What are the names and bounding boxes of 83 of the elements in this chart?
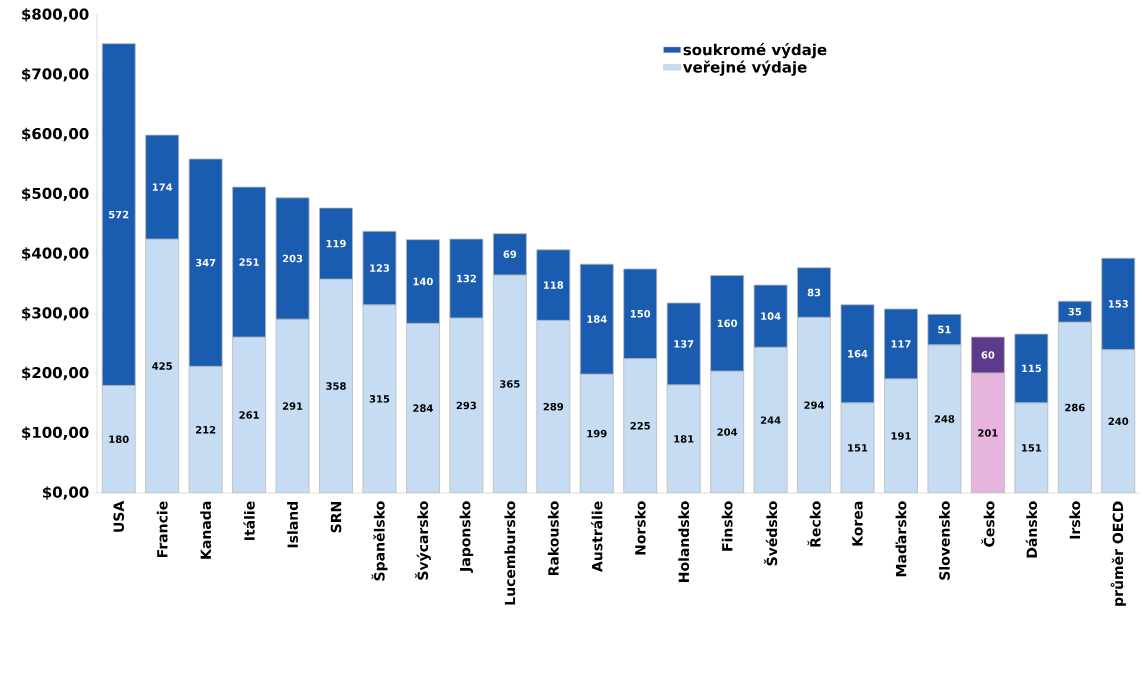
legend-label: soukromé výdaje	[683, 43, 827, 59]
x-tick-label: Rakousko	[547, 501, 559, 576]
y-tick-label: $600,00	[22, 127, 89, 142]
x-tick-label: Švýcarsko	[414, 501, 431, 580]
y-tick-label: $500,00	[22, 187, 89, 202]
data-label: 69	[503, 250, 517, 259]
x-tick-label: Austrálie	[591, 501, 603, 572]
data-label: 572	[109, 210, 129, 219]
data-label: 117	[891, 340, 911, 348]
data-label: 244	[760, 416, 781, 424]
y-tick-label: $200,00	[22, 366, 89, 381]
x-tick-label: Holandsko	[678, 501, 690, 582]
data-label: 291	[282, 402, 303, 410]
x-tick-label: Island	[287, 501, 298, 548]
data-label: 204	[717, 428, 738, 436]
x-tick-label: SRN	[330, 502, 342, 533]
data-label: 251	[239, 258, 259, 266]
data-label: 51	[938, 325, 951, 334]
data-label: 180	[109, 435, 129, 443]
data-label: 60	[981, 351, 995, 359]
y-tick-label: $300,00	[22, 306, 89, 321]
x-tick-label: Španělsko	[371, 501, 388, 581]
data-label: 119	[326, 239, 346, 248]
data-label: 83	[807, 288, 821, 297]
data-label: 201	[978, 429, 998, 437]
x-tick-label: Finsko	[721, 501, 733, 551]
data-label: 294	[804, 401, 825, 409]
data-label: 191	[891, 432, 911, 440]
data-label: 160	[717, 319, 738, 328]
data-label: 164	[848, 350, 868, 358]
data-label: 293	[456, 401, 477, 410]
x-tick-label: Kanada	[200, 501, 212, 559]
data-label: 365	[500, 380, 520, 388]
x-tick-label: Česko	[981, 501, 995, 547]
data-label: 203	[282, 254, 303, 263]
y-tick-label: $800,00	[22, 8, 89, 22]
y-tick-label: $700,00	[22, 67, 89, 82]
data-label: 286	[1065, 403, 1085, 412]
data-label: 132	[457, 274, 476, 283]
x-tick-label: Lucembursko	[504, 501, 516, 605]
data-label: 240	[1108, 417, 1129, 426]
x-tick-label: Francie	[156, 501, 168, 558]
data-label: 289	[543, 402, 564, 411]
x-tick-label: Japonsko	[459, 501, 474, 573]
data-label: 35	[1068, 307, 1082, 316]
x-tick-label: Norsko	[634, 501, 646, 555]
x-tick-label: Irsko	[1069, 501, 1081, 539]
data-label: 153	[1108, 300, 1128, 308]
data-label: 104	[761, 312, 781, 320]
data-label: 181	[674, 435, 694, 443]
data-label: 425	[152, 362, 172, 370]
data-label: 140	[413, 277, 433, 286]
x-tick-label: Švédsko	[764, 501, 778, 566]
x-tick-label: USA	[113, 500, 125, 532]
data-label: 151	[1022, 444, 1042, 452]
x-tick-label: Řecko	[807, 501, 821, 547]
data-label: 123	[370, 264, 390, 272]
y-tick-label: $100,00	[22, 426, 89, 441]
x-tick-label: Itálie	[243, 501, 255, 540]
x-tick-label: Dánsko	[1025, 501, 1038, 558]
data-label: 225	[630, 422, 650, 430]
data-label: 248	[934, 415, 955, 423]
data-label: 115	[1022, 364, 1042, 373]
data-label: 118	[544, 281, 564, 289]
data-label: 358	[326, 382, 346, 390]
data-label: 284	[413, 404, 433, 412]
data-label: 150	[630, 309, 651, 318]
data-label: 347	[195, 258, 216, 267]
data-label: 151	[848, 444, 868, 452]
data-label: 212	[196, 425, 216, 434]
x-tick-label: Maďarsko	[895, 501, 907, 577]
data-label: 137	[674, 340, 694, 348]
data-label: 261	[239, 411, 259, 419]
data-label: 315	[369, 395, 390, 403]
y-tick-label: $0,00	[42, 486, 89, 500]
x-tick-label: Korea	[852, 501, 863, 546]
x-tick-label: Slovensko	[939, 501, 950, 580]
data-label: 199	[587, 429, 607, 438]
y-tick-label: $400,00	[22, 247, 89, 261]
data-label: 174	[152, 183, 173, 191]
x-tick-label: průměr OECD	[1110, 501, 1126, 606]
legend-label: veřejné výdaje	[683, 60, 807, 76]
data-label: 184	[587, 315, 607, 323]
